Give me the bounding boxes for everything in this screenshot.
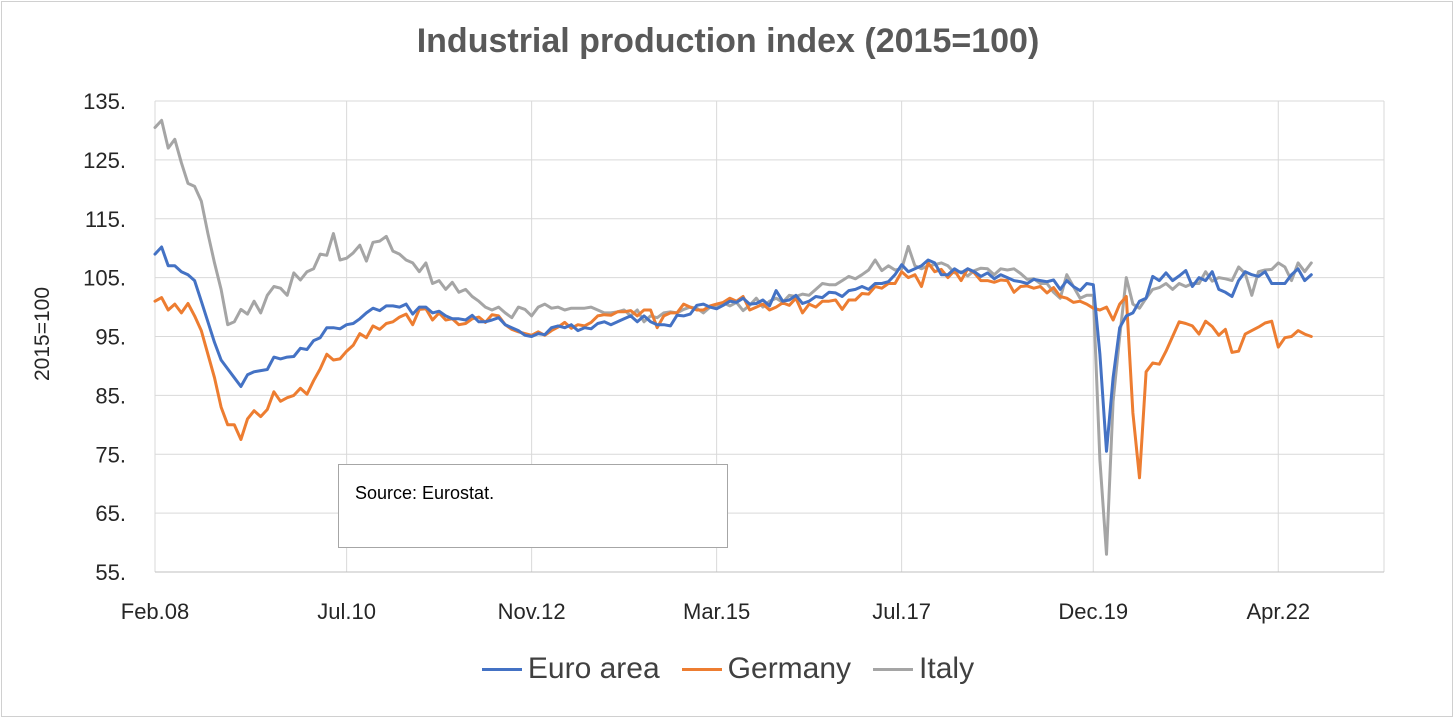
y-tick-label: 65. — [95, 501, 126, 526]
legend-item-italy: Italy — [873, 652, 974, 686]
legend: Euro area Germany Italy — [0, 652, 1456, 686]
series-line-italy — [153, 118, 1313, 556]
x-tick-label: Mar.15 — [683, 599, 750, 624]
y-tick-label: 105. — [83, 266, 126, 291]
series-line-euro-area — [153, 245, 1313, 453]
x-tick-label: Jul.17 — [872, 599, 931, 624]
x-tick-label: Feb.08 — [121, 599, 190, 624]
legend-item-germany: Germany — [681, 652, 852, 686]
source-annotation-box: Source: Eurostat. — [338, 464, 728, 548]
x-tick-labels: Feb.08 Jul.10 Nov.12 Mar.15 Jul.17 Dec.19 Apr.… — [121, 599, 1310, 624]
x-tick-label: Dec.19 — [1058, 599, 1128, 624]
x-tick-label: Nov.12 — [498, 599, 566, 624]
y-tick-label: 95. — [95, 325, 126, 350]
legend-item-euro-area: Euro area — [481, 652, 660, 686]
legend-swatch — [873, 667, 914, 671]
legend-swatch — [481, 667, 522, 671]
x-tick-label: Apr.22 — [1246, 599, 1310, 624]
legend-label: Euro area — [527, 652, 660, 685]
chart-title: Industrial production index (2015=100) — [416, 22, 1040, 60]
y-tick-label: 55. — [95, 560, 126, 585]
source-annotation-text: Source: Eurostat. — [355, 483, 495, 503]
y-tick-label: 85. — [95, 383, 126, 408]
y-tick-label: 125. — [83, 148, 126, 173]
series-lines — [153, 118, 1313, 556]
legend-swatch — [681, 667, 722, 671]
y-tick-label: 75. — [95, 442, 126, 467]
series-line-germany — [153, 261, 1313, 480]
y-tick-label: 115. — [85, 207, 126, 232]
x-tick-label: Jul.10 — [317, 599, 376, 624]
y-tick-labels: 55. 65. 75. 85. 95. 105. 115. 125. 135. — [83, 89, 126, 585]
legend-label: Italy — [919, 652, 975, 685]
y-tick-label: 135. — [83, 89, 126, 114]
legend-label: Germany — [727, 652, 852, 685]
